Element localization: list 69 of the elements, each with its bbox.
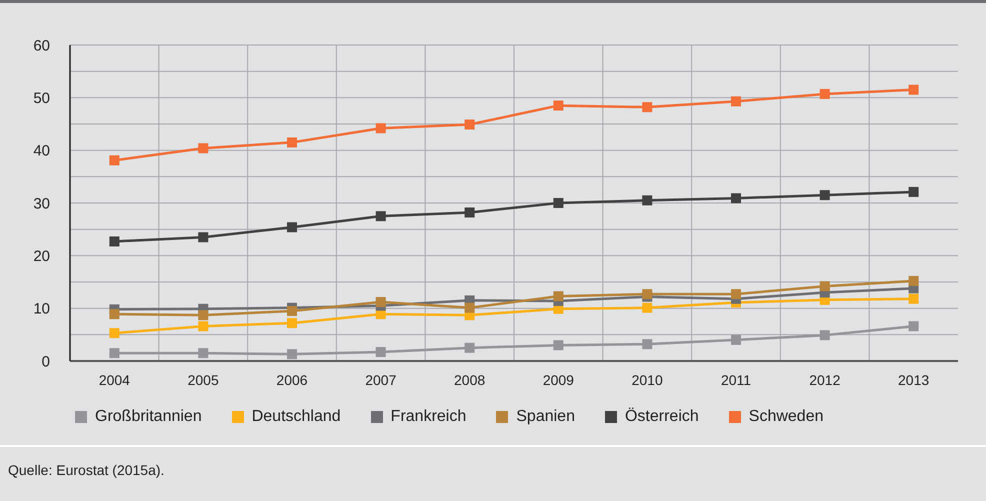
point (642, 339, 652, 350)
point (198, 321, 208, 332)
point (287, 349, 297, 360)
legend-label: Österreich (624, 408, 699, 426)
point (820, 281, 830, 292)
y-tick-label: 10 (33, 300, 50, 318)
point (376, 123, 386, 134)
point (376, 211, 386, 222)
y-tick-label: 0 (42, 353, 50, 370)
x-tick-label: 2009 (542, 372, 574, 388)
point (376, 297, 386, 308)
point (642, 102, 652, 112)
point (198, 310, 208, 320)
y-tick-label: 60 (33, 37, 50, 54)
point (731, 289, 741, 300)
point (464, 120, 475, 130)
point (109, 348, 120, 358)
point (908, 84, 919, 95)
y-tick-label: 30 (33, 195, 50, 212)
point (642, 195, 652, 206)
legend-label: Großbritannien (95, 408, 202, 426)
point (109, 309, 120, 320)
point (820, 88, 830, 99)
source-note: Quelle: Eurostat (2015a). (8, 462, 164, 478)
y-tick-label: 50 (33, 90, 50, 107)
point (287, 318, 297, 328)
x-tick-label: 2005 (188, 372, 219, 388)
point (553, 198, 564, 208)
point (287, 306, 297, 316)
point (464, 302, 475, 313)
point (553, 100, 564, 111)
x-tick-label: 2004 (98, 372, 130, 388)
legend-label: Deutschland (252, 408, 341, 426)
point (198, 232, 208, 242)
point (908, 294, 919, 304)
point (908, 276, 919, 286)
point (553, 340, 564, 350)
x-tick-label: 2011 (720, 372, 752, 388)
x-tick-label: 2010 (632, 372, 663, 388)
x-tick-label: 2012 (809, 372, 841, 388)
point (287, 222, 297, 232)
point (198, 348, 208, 358)
legend-label: Frankreich (390, 408, 466, 426)
point (642, 289, 652, 300)
y-tick-label: 20 (33, 248, 50, 265)
point (464, 342, 475, 353)
point (731, 96, 741, 106)
point (464, 207, 475, 218)
point (553, 291, 564, 302)
point (287, 137, 297, 148)
y-tick-label: 40 (33, 142, 50, 160)
point (109, 236, 120, 246)
x-tick-label: 2007 (365, 372, 397, 388)
point (731, 334, 741, 345)
point (731, 193, 741, 204)
point (820, 190, 830, 200)
point (908, 321, 919, 332)
x-tick-label: 2013 (898, 372, 930, 388)
point (198, 143, 208, 154)
legend-label: Schweden (748, 408, 824, 426)
legend-label: Spanien (516, 408, 575, 426)
point (642, 302, 652, 313)
point (109, 155, 120, 166)
point (109, 328, 120, 338)
x-tick-label: 2008 (454, 372, 486, 388)
point (908, 186, 919, 197)
point (820, 330, 830, 340)
point (376, 347, 386, 358)
x-tick-label: 2006 (276, 372, 308, 388)
